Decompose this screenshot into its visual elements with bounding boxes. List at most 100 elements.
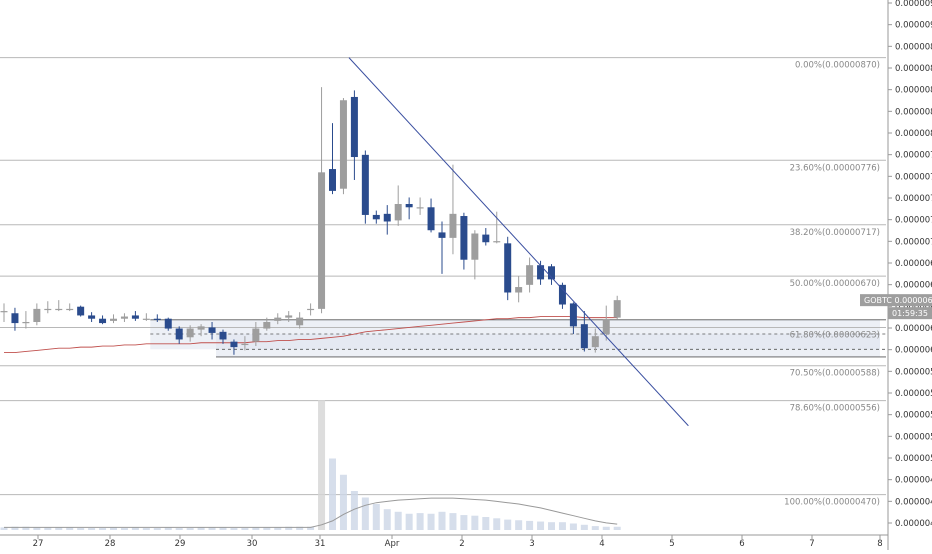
candle-body xyxy=(164,318,172,329)
candle-body xyxy=(438,232,446,238)
time-tick-label: 2 xyxy=(459,539,464,549)
candle-body xyxy=(405,204,413,208)
candle-body xyxy=(569,303,577,327)
countdown-box xyxy=(888,307,932,320)
volume-bar xyxy=(241,528,249,530)
time-tick-label: 28 xyxy=(105,539,116,549)
volume-bar xyxy=(88,528,96,530)
time-tick-label: 31 xyxy=(315,539,326,549)
candle-body xyxy=(131,315,139,319)
volume-bar xyxy=(471,515,479,530)
price-tick-label: 0.00000520 xyxy=(895,432,932,442)
volume-bar xyxy=(230,528,238,530)
time-tick-label: 8 xyxy=(877,539,882,549)
volume-bar xyxy=(482,517,490,530)
candle-body xyxy=(526,265,534,285)
price-tick-label: 0.00000480 xyxy=(895,476,932,486)
volume-bar xyxy=(339,474,347,530)
price-tick-label: 0.00000760 xyxy=(895,172,932,182)
candle-body xyxy=(515,287,523,293)
candle-body xyxy=(66,308,74,311)
candle-body xyxy=(44,308,52,311)
volume-bar xyxy=(33,527,41,530)
volume-bars xyxy=(0,400,621,530)
candle-body xyxy=(383,213,391,222)
volume-bar xyxy=(569,523,577,530)
volume-bar xyxy=(394,511,402,530)
candle-body xyxy=(0,311,8,313)
price-tick-label: 0.00000780 xyxy=(895,151,932,161)
volume-ma-line xyxy=(4,497,618,528)
candle-body xyxy=(591,336,599,348)
price-label-text: GOBTC 0.00000648 xyxy=(864,296,932,305)
volume-bar xyxy=(613,526,621,530)
fib-label: 50.00%(0.00000670) xyxy=(790,279,880,289)
volume-bar xyxy=(558,522,566,530)
volume-bar xyxy=(175,528,183,530)
price-tick-label: 0.00000462 xyxy=(895,497,932,507)
candle-body xyxy=(602,319,610,335)
candle-body xyxy=(427,207,435,231)
price-tick-label: 0.00000740 xyxy=(895,194,932,204)
candle-body xyxy=(416,207,424,209)
candle-body xyxy=(274,317,282,321)
price-tick-label: 0.00000600 xyxy=(895,346,932,356)
fibonacci-levels: 0.00%(0.00000870) 23.60%(0.00000776) 38.20… xyxy=(0,57,886,508)
fib-label: 0.00%(0.00000870) xyxy=(795,61,880,71)
candle-body xyxy=(175,328,183,340)
volume-bar xyxy=(153,528,161,530)
volume-bar xyxy=(383,509,391,530)
candle-body xyxy=(558,284,566,305)
candle-body xyxy=(22,321,30,324)
volume-bar xyxy=(285,526,293,530)
candle-body xyxy=(110,318,117,321)
volume-bar xyxy=(416,513,424,530)
candle-body xyxy=(120,316,128,319)
volume-bar xyxy=(22,526,30,530)
support-zones xyxy=(150,319,886,358)
volume-bar xyxy=(77,528,85,530)
volume-bar xyxy=(120,528,128,530)
candle-body xyxy=(77,306,85,316)
candle-body xyxy=(208,327,216,333)
volume-bar xyxy=(580,524,588,530)
volume-bar xyxy=(493,518,501,530)
volume-bar xyxy=(350,491,358,530)
candle-body xyxy=(186,328,194,338)
volume-bar xyxy=(0,527,8,530)
price-tick-label: 0.00000540 xyxy=(895,411,932,421)
volume-bar xyxy=(131,527,139,530)
price-tick-label: 0.00000700 xyxy=(895,237,932,247)
candles xyxy=(0,87,621,355)
candle-body xyxy=(33,308,41,322)
candle-body xyxy=(613,300,621,318)
volume-bar xyxy=(460,515,468,530)
volume-bar xyxy=(372,504,380,530)
candle-body xyxy=(580,324,588,349)
volume-bar xyxy=(405,513,413,530)
volume-bar xyxy=(504,519,512,530)
candle-body xyxy=(537,265,545,280)
candle-body xyxy=(241,343,249,346)
candle-body xyxy=(307,308,315,311)
volume-bar xyxy=(318,400,326,530)
ma-line xyxy=(4,316,618,354)
volume-bar xyxy=(219,527,227,530)
volume-bar xyxy=(252,527,260,530)
volume-bar xyxy=(274,527,282,530)
price-tick-label: 0.00000720 xyxy=(895,216,932,226)
volume-bar xyxy=(329,458,336,530)
volume-bar xyxy=(55,527,63,530)
candle-body xyxy=(504,243,512,293)
moving-average xyxy=(4,316,618,354)
candle-body xyxy=(318,172,326,309)
volume-bar xyxy=(142,528,150,530)
candle-body xyxy=(197,326,205,330)
price-tick-label: 0.00000880 xyxy=(895,42,932,52)
candle-body xyxy=(471,233,479,260)
price-tick-label: 0.00000920 xyxy=(895,0,932,9)
candle-body xyxy=(350,96,358,158)
candle-body xyxy=(99,318,107,324)
price-tick-label: 0.00000580 xyxy=(895,367,932,377)
